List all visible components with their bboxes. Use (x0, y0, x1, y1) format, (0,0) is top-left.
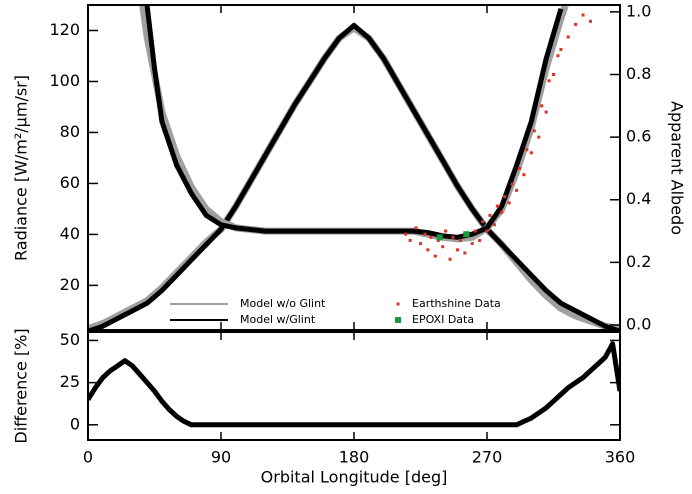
y2-tick-label: 0.8 (626, 64, 651, 83)
x-tick-label: 270 (472, 448, 503, 467)
data-point (433, 254, 437, 258)
legend-label: Earthshine Data (412, 297, 501, 310)
y-tick-label: 50 (60, 330, 80, 349)
data-point (481, 220, 485, 224)
data-point (423, 232, 427, 236)
data-point (588, 19, 592, 23)
y-tick-label: 120 (49, 20, 80, 39)
data-point (444, 229, 448, 233)
data-point (574, 22, 578, 26)
data-point (478, 238, 482, 242)
legend-swatch (396, 302, 400, 306)
data-point (559, 47, 563, 51)
legend-label: EPOXI Data (412, 313, 474, 326)
data-point (414, 226, 418, 230)
data-point (529, 151, 533, 155)
y2-axis-label: Apparent Albedo (668, 101, 687, 235)
data-point (566, 35, 570, 39)
y-tick-label: 0 (70, 414, 80, 433)
data-point (492, 223, 496, 227)
data-point (463, 251, 467, 255)
data-point (581, 13, 585, 17)
data-point (451, 235, 455, 239)
data-point (503, 195, 507, 199)
legend-label: Model w/Glint (240, 313, 316, 326)
y-tick-label: 100 (49, 71, 80, 90)
legend-swatch (395, 317, 401, 323)
data-point (458, 238, 462, 242)
y2-tick-label: 0.0 (626, 314, 651, 333)
data-point (507, 201, 511, 205)
data-point (436, 238, 440, 242)
x-tick-label: 90 (211, 448, 231, 467)
model-line (144, 5, 564, 240)
data-point (522, 173, 526, 177)
data-point (463, 231, 470, 238)
data-point (426, 248, 430, 252)
y-axis-label: Radiance [W/m²/μm/sr] (12, 75, 31, 261)
y2-tick-label: 0.4 (626, 189, 651, 208)
data-point (404, 232, 408, 236)
data-point (441, 245, 445, 249)
x-tick-label: 0 (83, 448, 93, 467)
data-point (448, 257, 452, 261)
data-point (488, 213, 492, 217)
plot-area (88, 5, 620, 330)
data-point (552, 73, 555, 77)
data-point (540, 104, 544, 108)
data-point (518, 166, 522, 170)
y-tick-label: 80 (60, 122, 80, 141)
y2-tick-label: 0.2 (626, 252, 651, 271)
y2-tick-label: 1.0 (626, 1, 651, 20)
data-point (515, 188, 519, 192)
y-tick-label: 25 (60, 372, 80, 391)
x-tick-label: 360 (605, 448, 636, 467)
data-point (556, 54, 560, 58)
data-point (429, 235, 433, 239)
y-tick-label: 60 (60, 173, 80, 192)
data-point (525, 148, 529, 152)
data-point (485, 229, 489, 233)
data-point (547, 79, 551, 83)
legend-label: Model w/o Glint (240, 297, 326, 310)
y-tick-label: 40 (60, 224, 80, 243)
data-point (544, 110, 548, 114)
model-line (88, 341, 620, 428)
y2-tick-label: 0.6 (626, 127, 651, 146)
data-point (455, 248, 459, 252)
y-tick-label: 20 (60, 275, 80, 294)
x-tick-label: 180 (339, 448, 370, 467)
data-point (532, 129, 536, 133)
data-point (510, 182, 514, 186)
data-point (470, 242, 474, 246)
model-line (88, 22, 620, 330)
data-point (419, 242, 422, 246)
data-point (500, 210, 504, 214)
data-point (408, 238, 412, 242)
data-point (436, 234, 443, 241)
plot-area (88, 341, 620, 428)
data-point (537, 135, 541, 139)
data-point (495, 204, 499, 208)
x-axis-label: Orbital Longitude [deg] (261, 468, 448, 487)
data-point (473, 229, 477, 233)
y-axis-label: Difference [%] (12, 328, 31, 443)
